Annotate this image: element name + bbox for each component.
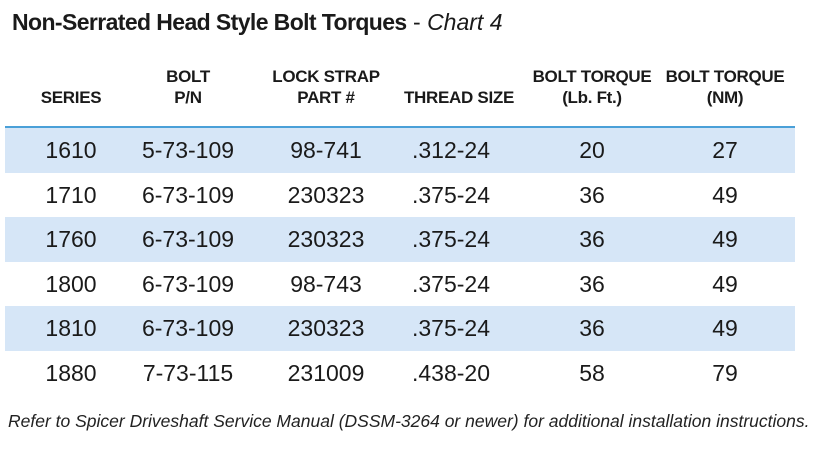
header-bolt-pn: BOLT P/N — [123, 66, 253, 108]
header-torque-lbft-line2: (Lb. Ft.) — [562, 88, 622, 107]
cell-torque-nm: 49 — [712, 270, 738, 297]
cell-torque-nm: 27 — [712, 137, 738, 163]
table-row: 1800 6-73-109 98-743 .375-24 36 49 — [5, 262, 795, 307]
chart-title: Non-Serrated Head Style Bolt Torques - C… — [12, 7, 503, 37]
cell-thread-size: .375-24 — [412, 226, 491, 252]
header-torque-lbft: BOLT TORQUE (Lb. Ft.) — [527, 66, 657, 108]
cell-series: 1800 — [45, 270, 97, 297]
header-torque-nm: BOLT TORQUE (NM) — [660, 66, 790, 108]
header-torque-nm-line2: (NM) — [706, 88, 744, 107]
cell-lock-strap: 98-743 — [290, 270, 362, 297]
table-row: 1760 6-73-109 230323 .375-24 36 49 — [5, 217, 795, 262]
cell-thread-size: .375-24 — [412, 315, 491, 341]
cell-torque-nm: 49 — [712, 181, 738, 208]
table-row: 1710 6-73-109 230323 .375-24 36 49 — [5, 173, 795, 218]
header-torque-lbft-line1: BOLT TORQUE — [532, 67, 652, 86]
cell-bolt-pn: 6-73-109 — [141, 315, 235, 341]
cell-series: 1610 — [45, 137, 97, 163]
header-bolt-pn-line1: BOLT — [166, 67, 210, 86]
cell-torque-lbft: 36 — [579, 315, 605, 341]
header-thread-size: THREAD SIZE — [395, 87, 523, 108]
cell-thread-size: .438-20 — [412, 359, 491, 386]
chart-title-main: Non-Serrated Head Style Bolt Torques — [12, 9, 407, 35]
cell-lock-strap: 98-741 — [290, 137, 362, 163]
chart-title-sub: Chart 4 — [427, 9, 503, 35]
header-lock-strap-line1: LOCK STRAP — [272, 67, 380, 86]
cell-torque-nm: 79 — [712, 359, 738, 386]
cell-torque-lbft: 36 — [579, 181, 605, 208]
header-thread-size-label: THREAD SIZE — [403, 88, 515, 107]
cell-bolt-pn: 6-73-109 — [141, 270, 235, 297]
table-row: 1880 7-73-115 231009 .438-20 58 79 — [5, 351, 795, 396]
header-series-label: SERIES — [40, 88, 102, 107]
header-lock-strap: LOCK STRAP PART # — [261, 66, 391, 108]
cell-thread-size: .375-24 — [412, 181, 491, 208]
cell-bolt-pn: 6-73-109 — [141, 181, 235, 208]
cell-torque-lbft: 36 — [579, 226, 605, 252]
cell-torque-lbft: 58 — [579, 359, 605, 386]
cell-bolt-pn: 7-73-115 — [142, 359, 234, 386]
cell-series: 1810 — [45, 315, 97, 341]
cell-lock-strap: 230323 — [287, 181, 365, 208]
cell-torque-lbft: 20 — [579, 137, 605, 163]
cell-lock-strap: 231009 — [287, 359, 365, 386]
cell-series: 1760 — [45, 226, 97, 252]
header-series: SERIES — [25, 87, 117, 108]
cell-series: 1710 — [45, 181, 97, 208]
table-row: 1610 5-73-109 98-741 .312-24 20 27 — [5, 128, 795, 173]
cell-thread-size: .312-24 — [412, 137, 491, 163]
cell-thread-size: .375-24 — [412, 270, 491, 297]
cell-torque-nm: 49 — [712, 315, 738, 341]
footnote: Refer to Spicer Driveshaft Service Manua… — [8, 411, 810, 431]
cell-bolt-pn: 6-73-109 — [141, 226, 235, 252]
header-torque-nm-line1: BOLT TORQUE — [665, 67, 785, 86]
cell-lock-strap: 230323 — [287, 226, 365, 252]
cell-torque-nm: 49 — [712, 226, 738, 252]
cell-torque-lbft: 36 — [579, 270, 605, 297]
bolt-torque-table: SERIES BOLT P/N LOCK STRAP PART # THREAD… — [5, 58, 795, 395]
cell-bolt-pn: 5-73-109 — [141, 137, 235, 163]
cell-series: 1880 — [45, 359, 97, 386]
table-header: SERIES BOLT P/N LOCK STRAP PART # THREAD… — [5, 58, 795, 128]
chart-title-separator: - — [406, 9, 428, 35]
header-lock-strap-line2: PART # — [297, 88, 355, 107]
table-row: 1810 6-73-109 230323 .375-24 36 49 — [5, 306, 795, 351]
cell-lock-strap: 230323 — [287, 315, 365, 341]
header-bolt-pn-line2: P/N — [174, 88, 202, 107]
